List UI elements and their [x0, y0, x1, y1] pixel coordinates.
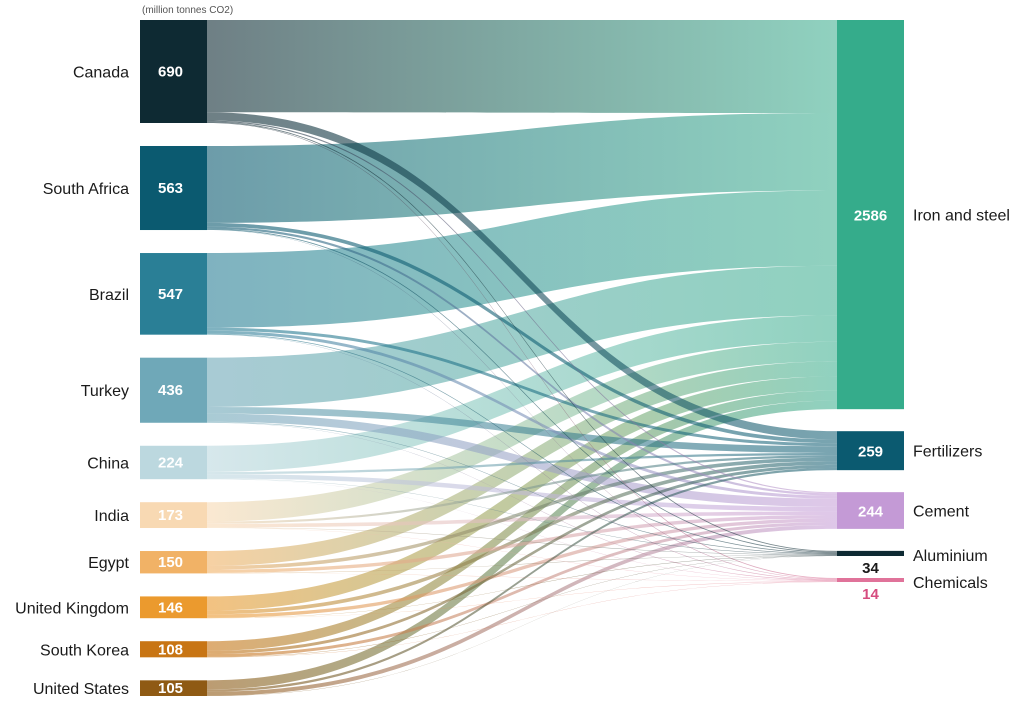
source-label-south-africa: South Africa — [43, 181, 129, 198]
link-egypt-to-cement — [207, 515, 837, 573]
link-canada-to-chemicals — [207, 122, 837, 579]
source-value-united-kingdom: 146 — [158, 599, 183, 616]
source-bar-turkey — [140, 357, 207, 423]
source-value-united-states: 105 — [158, 680, 183, 697]
target-bar-cement — [837, 492, 904, 529]
source-value-india: 173 — [158, 507, 183, 524]
link-united-kingdom-to-chemicals — [207, 581, 837, 619]
source-label-egypt: Egypt — [88, 555, 129, 572]
link-india-to-aluminium — [207, 527, 837, 555]
source-label-canada: Canada — [73, 64, 129, 81]
source-value-brazil: 547 — [158, 286, 183, 303]
target-bar-fertilizers — [837, 431, 904, 471]
link-india-to-fertilizers — [207, 455, 837, 524]
target-label-chemicals: Chemicals — [913, 575, 988, 592]
source-label-united-kingdom: United Kingdom — [15, 600, 129, 617]
source-value-canada: 690 — [158, 63, 183, 80]
target-value-iron-and-steel: 2586 — [854, 208, 887, 225]
source-value-china: 224 — [158, 454, 184, 471]
link-united-states-to-cement — [207, 524, 837, 696]
link-brazil-to-chemicals — [207, 334, 837, 580]
source-label-united-states: United States — [33, 681, 129, 698]
link-united-kingdom-to-cement — [207, 518, 837, 618]
source-label-south-korea: South Korea — [40, 642, 129, 659]
link-united-kingdom-to-aluminium — [207, 555, 837, 619]
source-bar-canada — [140, 20, 207, 123]
target-value-fertilizers: 259 — [858, 444, 883, 461]
flow-links — [207, 20, 837, 696]
source-label-turkey: Turkey — [81, 383, 129, 400]
link-turkey-to-chemicals — [207, 422, 837, 581]
source-value-turkey: 436 — [158, 382, 183, 399]
source-label-india: India — [94, 508, 129, 525]
link-south-africa-to-aluminium — [207, 228, 837, 553]
source-label-china: China — [87, 455, 129, 472]
link-united-states-to-aluminium — [207, 555, 837, 696]
target-bar-chemicals — [837, 578, 904, 582]
link-canada-to-cement — [207, 120, 837, 494]
link-canada-to-aluminium — [207, 121, 837, 552]
link-brazil-to-aluminium — [207, 333, 837, 554]
target-label-aluminium: Aluminium — [913, 548, 988, 565]
link-south-africa-to-fertilizers — [207, 222, 837, 444]
link-turkey-to-aluminium — [207, 421, 837, 555]
source-bar-united-states — [140, 680, 207, 696]
target-value-aluminium: 34 — [862, 560, 879, 577]
link-turkey-to-fertilizers — [207, 406, 837, 454]
source-bar-egypt — [140, 551, 207, 574]
link-china-to-aluminium — [207, 478, 837, 555]
link-egypt-to-aluminium — [207, 554, 837, 574]
source-value-egypt: 150 — [158, 554, 183, 571]
source-bar-china — [140, 445, 207, 480]
source-value-south-africa: 563 — [158, 180, 183, 197]
link-india-to-chemicals — [207, 527, 837, 582]
target-label-fertilizers: Fertilizers — [913, 444, 982, 461]
link-brazil-to-cement — [207, 330, 837, 499]
source-bar-india — [140, 502, 207, 529]
link-china-to-cement — [207, 474, 837, 512]
target-bar-aluminium — [837, 550, 904, 556]
flow-nodes — [140, 20, 904, 696]
link-south-korea-to-fertilizers — [207, 464, 837, 654]
link-canada-to-iron-and-steel — [207, 20, 837, 114]
link-south-korea-to-aluminium — [207, 555, 837, 658]
source-bar-brazil — [140, 253, 207, 335]
target-label-iron-and-steel: Iron and steel — [913, 208, 1010, 225]
link-south-africa-to-chemicals — [207, 229, 837, 580]
source-value-south-korea: 108 — [158, 641, 183, 658]
link-south-korea-to-cement — [207, 521, 837, 657]
link-turkey-to-cement — [207, 413, 837, 507]
flow-labels: 690 Canada 563 South Africa 547 Brazil 436 Turk… — [15, 63, 1010, 698]
link-south-korea-to-chemicals — [207, 581, 837, 658]
target-label-cement: Cement — [913, 504, 970, 521]
source-bar-south-africa — [140, 145, 207, 231]
target-bar-iron-and-steel — [837, 20, 904, 410]
link-egypt-to-chemicals — [207, 573, 837, 582]
link-canada-to-fertilizers — [207, 112, 837, 440]
link-united-kingdom-to-fertilizers — [207, 461, 837, 615]
link-south-africa-to-iron-and-steel — [207, 113, 837, 223]
source-bar-united-kingdom — [140, 596, 207, 619]
link-china-to-iron-and-steel — [207, 315, 837, 472]
link-united-states-to-fertilizers — [207, 467, 837, 692]
source-bar-south-korea — [140, 641, 207, 658]
unit-note: (million tonnes CO2) — [142, 5, 233, 16]
link-china-to-chemicals — [207, 479, 837, 581]
link-brazil-to-fertilizers — [207, 327, 837, 447]
link-south-africa-to-cement — [207, 226, 837, 496]
link-china-to-fertilizers — [207, 453, 837, 475]
link-india-to-cement — [207, 511, 837, 528]
source-label-brazil: Brazil — [89, 287, 129, 304]
link-brazil-to-iron-and-steel — [207, 190, 837, 328]
link-egypt-to-fertilizers — [207, 457, 837, 570]
target-value-chemicals: 14 — [862, 586, 879, 603]
target-value-cement: 244 — [858, 504, 884, 521]
